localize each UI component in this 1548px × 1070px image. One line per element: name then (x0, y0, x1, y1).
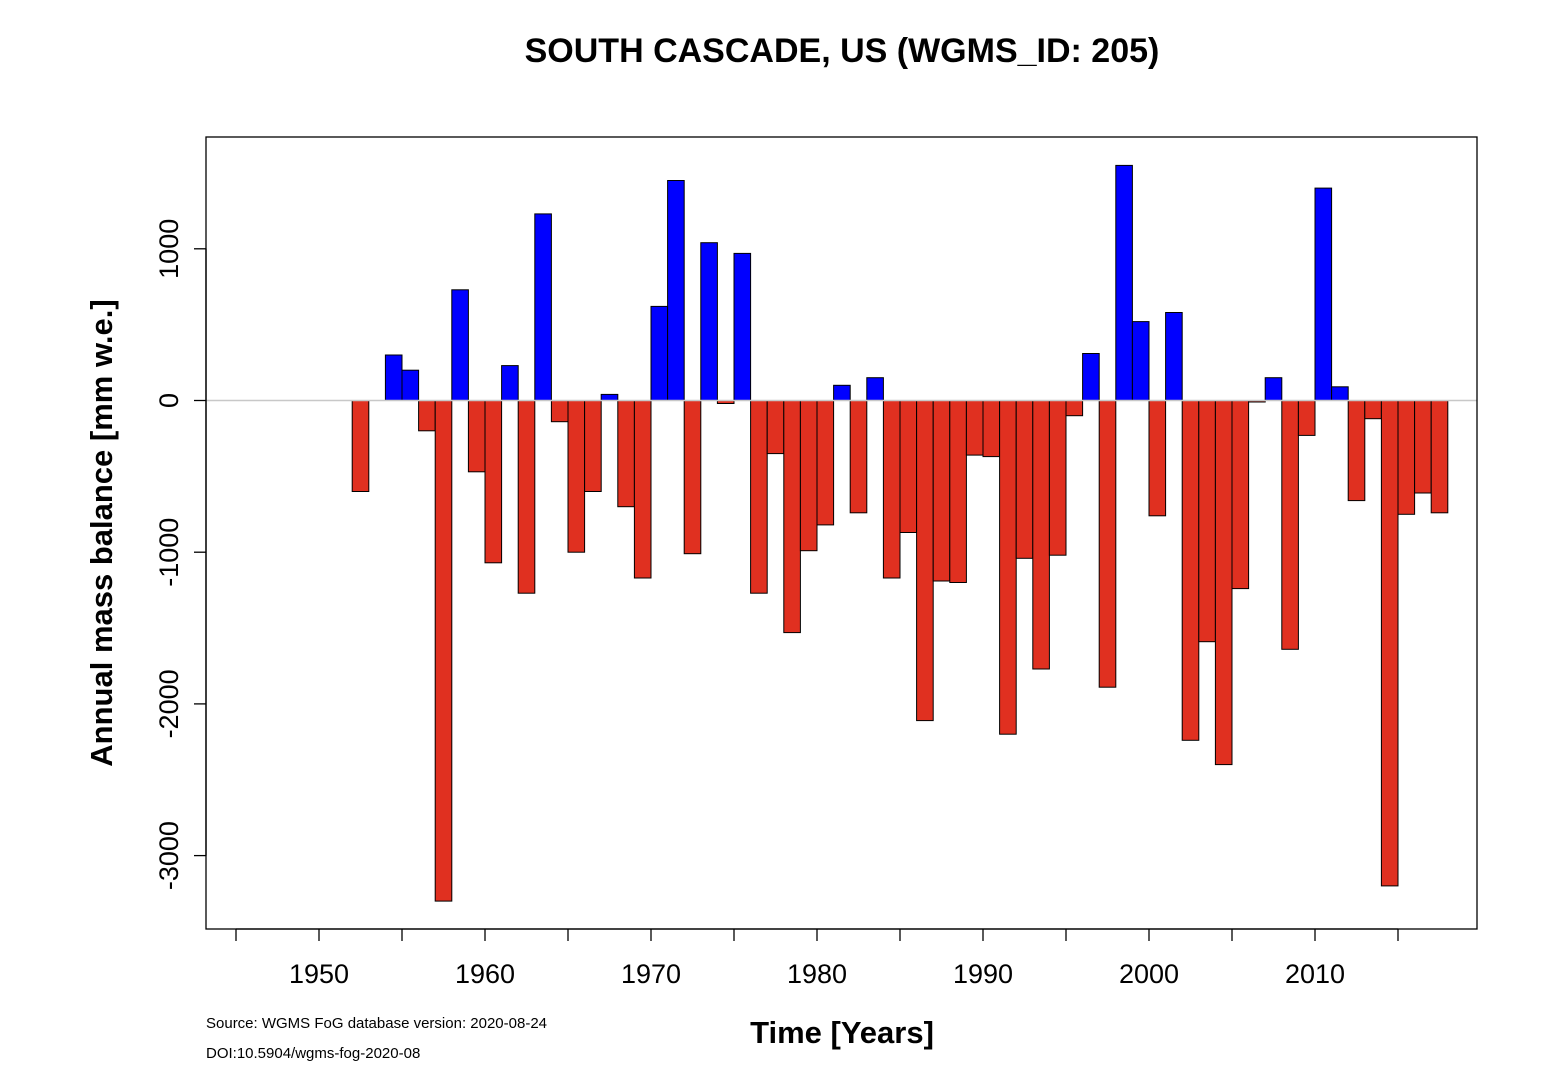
bar-1957 (418, 400, 436, 432)
bar-1971 (650, 305, 669, 401)
y-axis: -3000 -2000 -1000 0 1000 (154, 219, 207, 890)
bar-1979 (783, 400, 801, 634)
source-line-1: Source: WGMS FoG database version: 2020-… (206, 1015, 547, 1032)
bar-1978 (766, 400, 785, 455)
bar-2017 (1414, 400, 1432, 494)
bar-1961 (484, 400, 503, 564)
bar-1987 (916, 400, 934, 722)
bar-2001 (1148, 400, 1167, 517)
bar-1998 (1098, 400, 1117, 688)
x-tick-label-1960: 1960 (455, 959, 515, 989)
bar-2013 (1347, 400, 1366, 502)
bar-1958 (434, 400, 453, 902)
bar-1956 (401, 369, 420, 402)
bar-1990 (965, 400, 984, 456)
bar-2016 (1397, 400, 1416, 515)
bar-2015 (1380, 400, 1399, 887)
bar-2006 (1231, 400, 1250, 590)
bar-1999 (1115, 164, 1133, 401)
bar-1966 (567, 400, 586, 553)
x-tick-label-1980: 1980 (787, 959, 847, 989)
bar-1994 (1032, 400, 1050, 670)
x-tick-label-1950: 1950 (289, 959, 349, 989)
bars-group (351, 164, 1449, 902)
bar-1969 (617, 400, 635, 508)
bar-1995 (1048, 400, 1067, 556)
bar-1989 (949, 400, 967, 583)
bar-1955 (384, 354, 403, 401)
x-axis: 1950 1960 1970 1980 1990 2000 2010 (235, 928, 1399, 989)
bar-1997 (1082, 353, 1100, 401)
bar-1992 (999, 400, 1017, 735)
bar-2014 (1364, 400, 1382, 420)
y-tick-label--1000: -1000 (154, 518, 184, 587)
bar-1959 (451, 289, 469, 401)
bar-1953 (351, 400, 370, 492)
bar-1976 (733, 252, 752, 401)
bar-2011 (1314, 187, 1333, 401)
bar-1973 (683, 400, 702, 555)
bar-1968 (600, 393, 619, 401)
bar-2003 (1181, 400, 1200, 741)
bar-2010 (1297, 400, 1316, 436)
y-axis-label: Annual mass balance [mm w.e.] (84, 299, 119, 766)
bar-1983 (849, 400, 868, 514)
bar-2008 (1264, 377, 1283, 402)
bar-2000 (1131, 321, 1150, 402)
x-tick-label-2000: 2000 (1119, 959, 1179, 989)
x-tick-label-2010: 2010 (1285, 959, 1345, 989)
bar-1996 (1065, 400, 1084, 417)
bar-1984 (866, 377, 884, 402)
source-line-2: DOI:10.5904/wgms-fog-2020-08 (206, 1045, 420, 1062)
bar-1974 (700, 242, 718, 401)
bar-1960 (467, 400, 486, 473)
bar-1988 (932, 400, 951, 582)
x-axis-label: Time [Years] (750, 1015, 934, 1050)
bar-1970 (633, 400, 652, 579)
bar-2005 (1214, 400, 1233, 766)
chart-title: SOUTH CASCADE, US (WGMS_ID: 205) (525, 32, 1160, 70)
bar-1985 (882, 400, 901, 579)
bar-1964 (534, 213, 552, 401)
bar-1986 (899, 400, 918, 533)
bar-1981 (816, 400, 835, 526)
bar-1980 (799, 400, 818, 552)
bar-2004 (1198, 400, 1216, 643)
y-tick-label-1000: 1000 (154, 219, 184, 279)
bar-1965 (550, 400, 569, 423)
y-tick-label--3000: -3000 (154, 821, 184, 890)
bar-1991 (982, 400, 1001, 458)
bar-1993 (1015, 400, 1034, 559)
bar-1977 (750, 400, 768, 594)
bar-2009 (1281, 400, 1299, 650)
x-tick-label-1990: 1990 (953, 959, 1013, 989)
bar-2018 (1430, 400, 1449, 514)
y-tick-label-0: 0 (154, 393, 184, 408)
y-tick-label--2000: -2000 (154, 669, 184, 738)
bar-1982 (833, 384, 851, 401)
bar-1963 (517, 400, 536, 594)
bar-2002 (1165, 312, 1183, 401)
bar-2012 (1331, 386, 1349, 401)
bar-1967 (584, 400, 602, 492)
bar-1962 (501, 365, 519, 402)
x-tick-label-1970: 1970 (621, 959, 681, 989)
bar-1972 (667, 180, 685, 401)
